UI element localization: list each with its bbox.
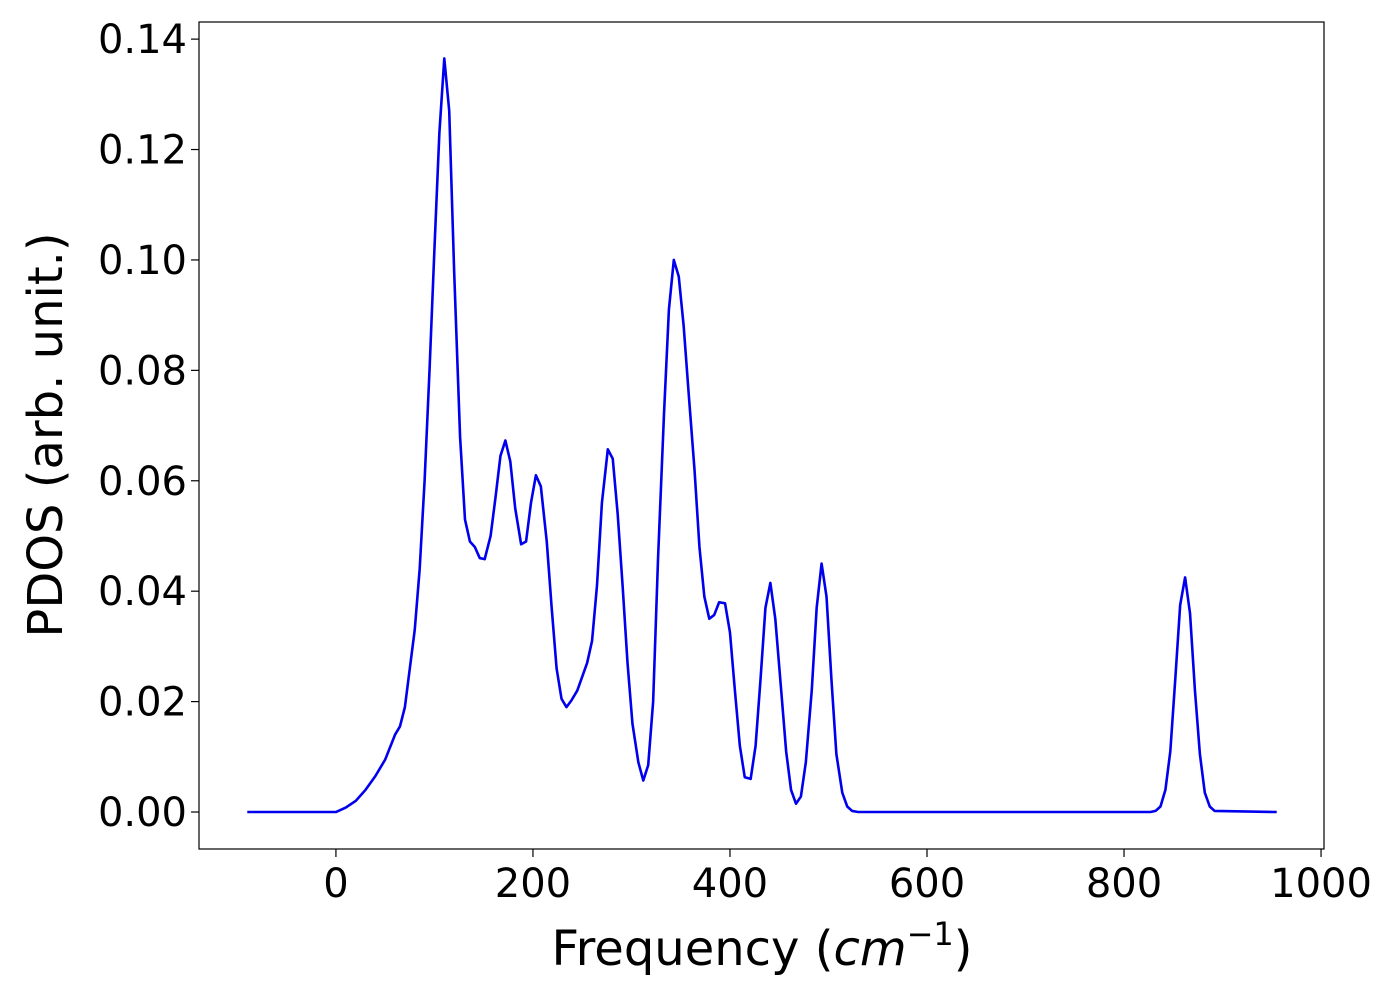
x-tick-label: 600 xyxy=(889,861,965,907)
y-tick-label: 0.06 xyxy=(98,459,187,505)
y-tick-label: 0.12 xyxy=(98,128,187,174)
x-tick-label: 0 xyxy=(323,861,348,907)
x-label-sup: −1 xyxy=(907,915,954,953)
x-tick-label: 200 xyxy=(495,861,571,907)
y-tick-label: 0.14 xyxy=(98,17,187,63)
x-axis-label: Frequency (cm−1) xyxy=(551,915,972,977)
y-tick-label: 0.02 xyxy=(98,680,187,726)
x-label-math: cm xyxy=(833,921,906,977)
x-tick-label: 800 xyxy=(1086,861,1162,907)
x-tick-label: 1000 xyxy=(1270,861,1372,907)
x-label-end: ) xyxy=(954,921,973,977)
y-tick-label: 0.10 xyxy=(98,238,187,284)
y-tick-label: 0.00 xyxy=(98,790,187,836)
plot-frame xyxy=(198,21,1325,850)
y-tick-label: 0.04 xyxy=(98,569,187,615)
x-label-text: Frequency ( xyxy=(551,921,833,977)
x-tick-label: 400 xyxy=(692,861,768,907)
y-tick-label: 0.08 xyxy=(98,348,187,394)
pdos-line xyxy=(247,57,1277,814)
y-axis-label: PDOS (arb. unit.) xyxy=(18,232,74,637)
